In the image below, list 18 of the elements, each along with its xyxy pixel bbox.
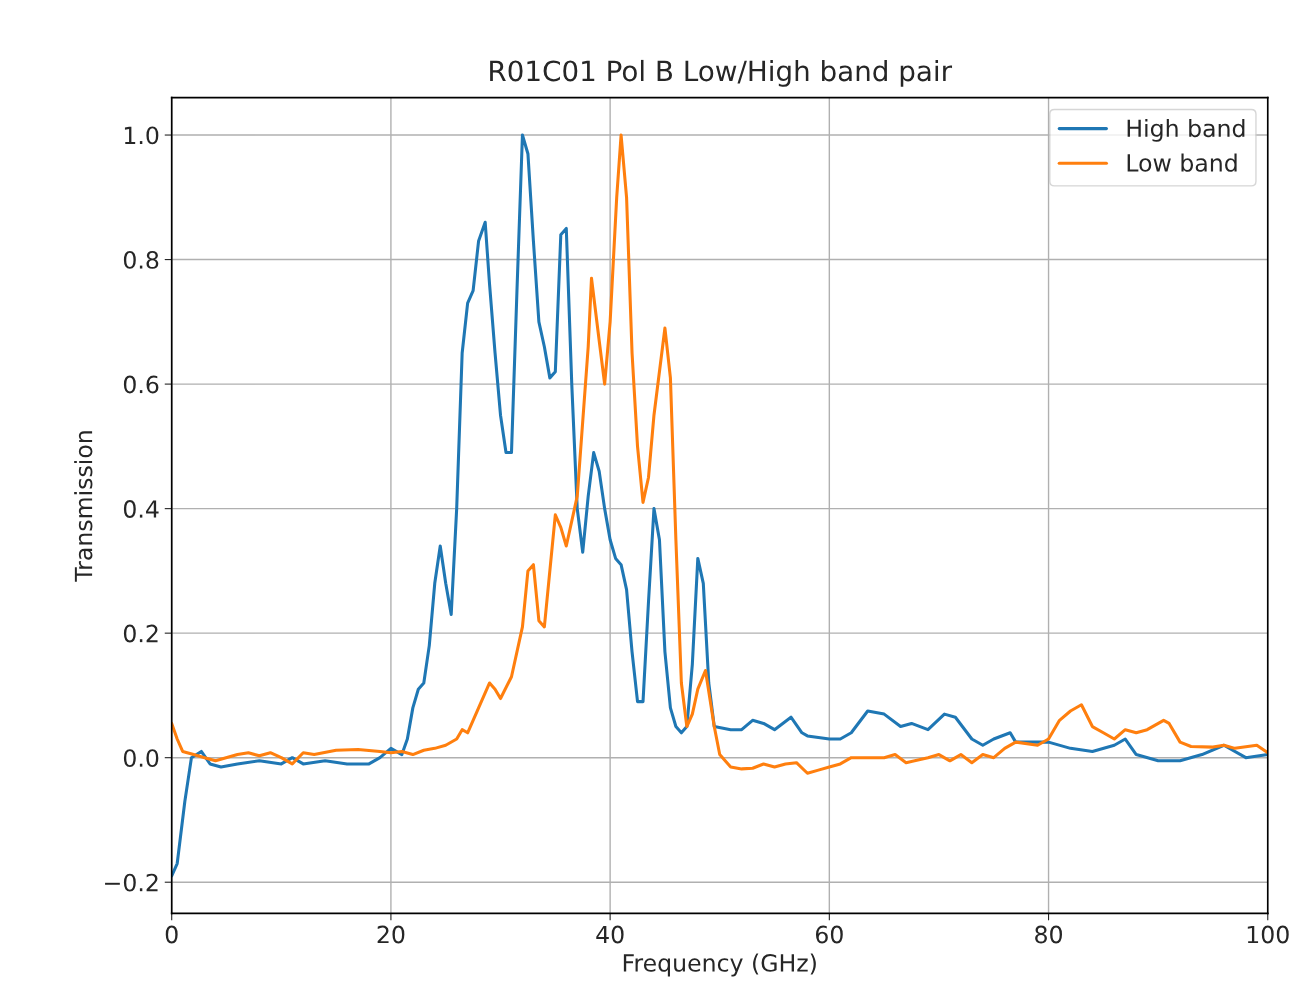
x-tick-label: 0 [165, 925, 178, 944]
y-tick-label: −0.2 [105, 873, 158, 892]
x-tick-label: 40 [596, 925, 624, 944]
x-tick-label: 100 [1247, 925, 1289, 944]
x-tick-label: 60 [815, 925, 843, 944]
legend-label: High band [1127, 118, 1245, 142]
y-tick-label: 0.8 [123, 251, 159, 269]
chart-title: R01C01 Pol B Low/High band pair [490, 59, 953, 87]
x-tick-label: 80 [1035, 925, 1062, 944]
y-axis-title: Transmission [74, 431, 93, 582]
x-axis-title: Frequency (GHz) [623, 953, 816, 977]
x-tick-label: 20 [377, 925, 405, 944]
legend-label: Low band [1127, 153, 1237, 172]
y-tick-label: 1.0 [124, 126, 159, 145]
y-tick-label: 0.0 [123, 749, 159, 767]
y-tick-label: 0.2 [123, 624, 158, 643]
y-tick-label: 0.4 [123, 500, 159, 518]
y-tick-label: 0.6 [123, 375, 159, 394]
